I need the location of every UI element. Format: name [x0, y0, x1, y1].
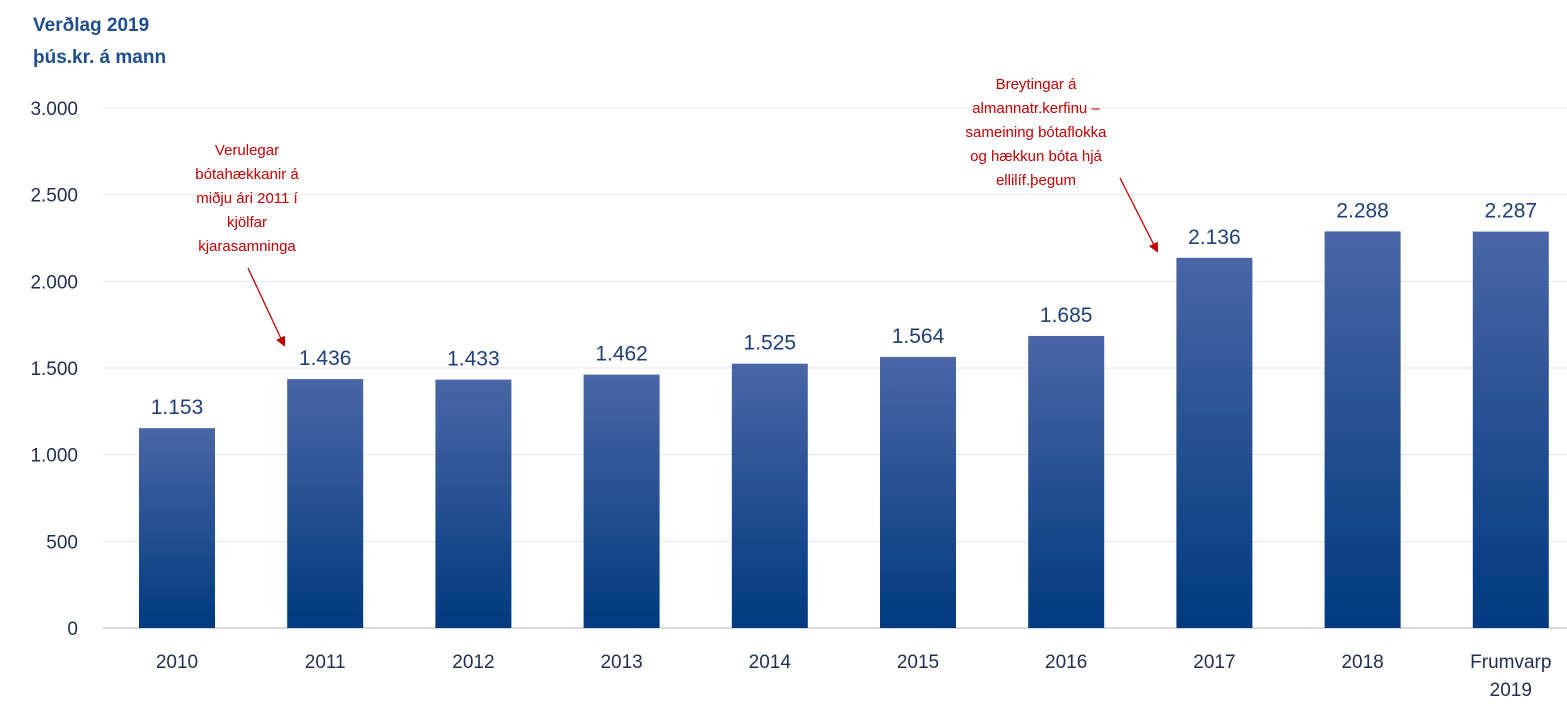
- bar: [583, 374, 660, 628]
- annotation-text: og hækkun bóta hjá: [970, 148, 1102, 165]
- bar: [1324, 231, 1401, 628]
- bar: [880, 356, 956, 628]
- data-labels: 1.153 1.436 1.433 1.462 1.525 1.564 1.685 2.136…: [151, 199, 1537, 419]
- bar: [1028, 335, 1105, 628]
- y-tick-label: 500: [46, 532, 78, 553]
- bar: [139, 428, 215, 628]
- title-line: þús.kr. á mann: [33, 47, 166, 68]
- data-label: 2.288: [1336, 199, 1389, 222]
- annotation-text: Verulegar: [215, 142, 279, 159]
- data-label: 1.462: [595, 343, 648, 366]
- category-label: 2012: [452, 652, 494, 673]
- title-line: Verðlag 2019: [33, 15, 149, 36]
- bar: [1472, 231, 1549, 628]
- data-label: 1.436: [299, 347, 352, 370]
- category-label: 2017: [1193, 652, 1235, 673]
- y-tick-label: 3.000: [30, 99, 78, 120]
- annotation-arrow: [247, 267, 286, 347]
- y-tick-label: 2.500: [30, 186, 78, 207]
- annotation-text: Breytingar á: [996, 76, 1078, 93]
- annotation-text: sameining bótaflokka: [966, 124, 1108, 141]
- annotation-arrow: [1119, 177, 1158, 253]
- category-label: 2018: [1341, 652, 1383, 673]
- y-axis-ticks: 0 500 1.000 1.500 2.000 2.500 3.000: [30, 99, 78, 640]
- y-tick-label: 1.500: [30, 359, 78, 380]
- data-label: 1.153: [151, 396, 204, 419]
- category-label: 2011: [305, 652, 346, 673]
- bar: [731, 363, 808, 628]
- bar: [287, 379, 364, 628]
- annotations: Verulegar bótahækkanir á miðju ári 2011 í k…: [195, 76, 1158, 347]
- data-label: 1.525: [744, 332, 797, 355]
- data-label: 1.685: [1040, 304, 1093, 327]
- category-label: 2016: [1045, 652, 1087, 673]
- data-label: 2.287: [1485, 200, 1538, 223]
- annotation-text: kjarasamninga: [198, 238, 296, 255]
- category-label: 2015: [897, 652, 939, 673]
- bar: [435, 379, 512, 628]
- category-label: 2010: [156, 652, 198, 673]
- chart-title: Verðlag 2019 þús.kr. á mann: [33, 15, 166, 68]
- bars: [139, 231, 1549, 628]
- annotation-text: almannatr.kerfinu –: [972, 100, 1100, 117]
- category-label: 2019: [1490, 680, 1532, 701]
- bar: [1176, 257, 1253, 628]
- data-label: 1.564: [892, 325, 945, 348]
- annotation-text: miðju ári 2011 í: [196, 190, 298, 207]
- y-tick-label: 1.000: [30, 446, 78, 467]
- category-label: 2014: [749, 652, 792, 673]
- data-label: 2.136: [1188, 226, 1241, 249]
- annotation-text: ellilíf.þegum: [996, 172, 1076, 189]
- x-axis-categories: 2010 2011 2012 2013 2014 2015 2016 2017 2018 Frum…: [156, 652, 1552, 701]
- category-label: 2013: [600, 652, 642, 673]
- annotation-text: kjölfar: [227, 214, 267, 231]
- annotation-text: bótahækkanir á: [195, 166, 299, 183]
- y-tick-label: 2.000: [30, 272, 78, 293]
- category-label: Frumvarp: [1470, 652, 1551, 673]
- y-tick-label: 0: [67, 619, 78, 640]
- data-label: 1.433: [447, 348, 500, 371]
